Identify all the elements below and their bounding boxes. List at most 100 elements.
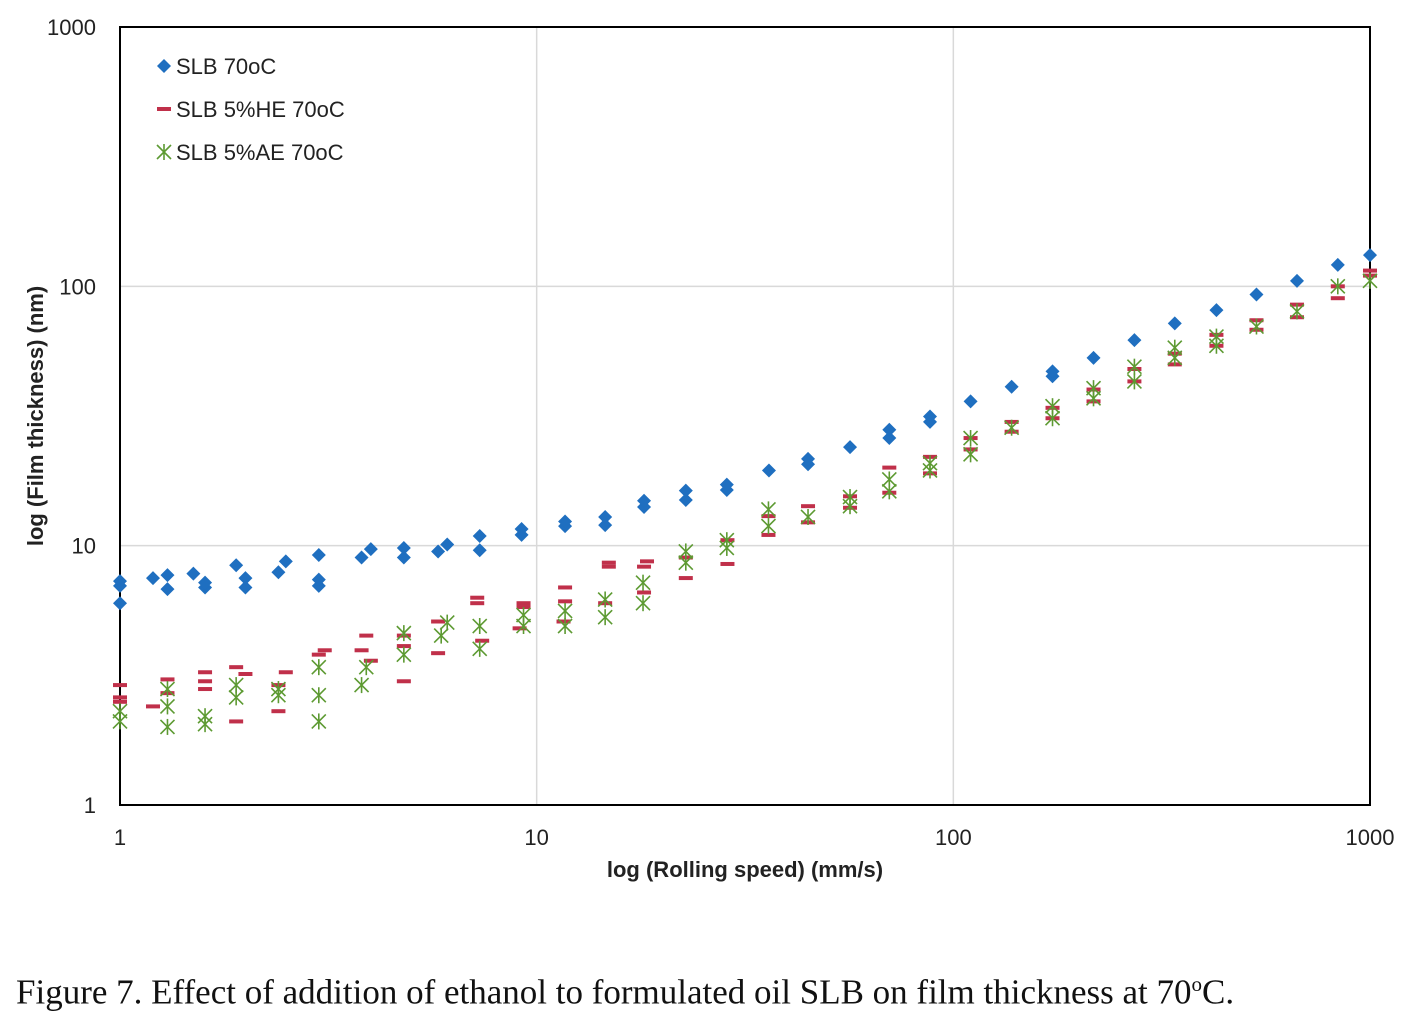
legend-marker	[156, 144, 172, 160]
data-point	[228, 677, 244, 694]
series-2-markers	[113, 268, 1377, 724]
tick-labels: 1 10 100 1000 1 10 100 1000	[47, 15, 1394, 850]
data-point	[1209, 303, 1224, 318]
grid-lines	[120, 27, 1370, 805]
data-point	[637, 493, 652, 508]
legend: SLB 70oC SLB 5%HE 70oC SLB 5%AE 70oC	[156, 54, 345, 165]
data-point	[1127, 333, 1142, 348]
data-point	[1044, 398, 1061, 415]
data-point	[963, 430, 979, 447]
data-point	[843, 440, 858, 455]
data-point	[311, 652, 326, 657]
data-point	[145, 571, 160, 586]
data-point	[597, 609, 613, 626]
data-point	[159, 698, 176, 715]
data-point	[1208, 328, 1225, 345]
data-point	[160, 582, 175, 597]
data-point	[1167, 316, 1182, 331]
data-point	[431, 619, 446, 624]
data-point	[354, 550, 369, 565]
data-point	[363, 658, 378, 663]
data-point	[601, 560, 616, 565]
data-point	[271, 709, 286, 714]
data-point	[159, 681, 176, 698]
data-point	[470, 601, 485, 606]
data-point	[882, 465, 897, 470]
data-point	[238, 580, 253, 595]
data-point	[186, 566, 201, 581]
y-tick-label: 1000	[47, 15, 96, 40]
y-tick-label: 1	[84, 793, 96, 818]
data-point	[635, 595, 651, 612]
data-point	[396, 646, 412, 663]
legend-marker	[157, 59, 171, 73]
data-point	[597, 591, 613, 608]
data-point	[678, 483, 693, 498]
data-point	[558, 599, 573, 604]
y-tick-label: 10	[72, 534, 96, 559]
data-point	[558, 514, 573, 529]
data-point	[557, 602, 573, 619]
data-point	[1363, 268, 1377, 273]
data-point	[396, 550, 411, 565]
legend-item: SLB 5%AE 70oC	[156, 140, 344, 165]
data-point	[472, 543, 487, 558]
data-point	[271, 565, 286, 580]
data-point	[515, 607, 532, 624]
legend-marker	[157, 107, 171, 111]
data-point	[440, 537, 455, 552]
data-point	[1330, 296, 1345, 301]
data-point	[1004, 379, 1019, 394]
data-point	[1363, 248, 1377, 263]
series-1-markers	[113, 248, 1377, 611]
caption-text-end: C.	[1202, 972, 1235, 1012]
data-point	[112, 703, 128, 720]
data-point	[113, 596, 127, 611]
chart: 1 10 100 1000 1 10 100 1000 log (Rolling speed)…	[23, 15, 1394, 882]
data-point	[160, 568, 175, 583]
legend-item: SLB 5%HE 70oC	[157, 97, 345, 122]
caption-superscript: o	[1191, 972, 1203, 996]
data-point	[1289, 303, 1305, 320]
data-point	[760, 518, 777, 535]
data-point	[238, 571, 253, 586]
data-point	[678, 493, 693, 508]
data-point	[470, 595, 485, 600]
data-point	[640, 559, 655, 564]
x-tick-label: 100	[935, 825, 972, 850]
data-markers	[112, 248, 1378, 735]
data-point	[514, 521, 529, 536]
data-point	[635, 574, 651, 591]
data-point	[317, 648, 332, 653]
data-point	[396, 625, 412, 642]
data-point	[311, 687, 327, 704]
data-point	[761, 463, 776, 478]
data-point	[558, 585, 573, 590]
data-point	[396, 644, 411, 649]
y-axis-title: log (Film thickness) (nm)	[23, 286, 48, 546]
legend-label: SLB 70oC	[176, 54, 276, 79]
data-point	[363, 542, 378, 557]
data-point	[229, 719, 244, 724]
data-point	[145, 704, 160, 709]
data-point	[601, 564, 616, 569]
data-point	[198, 575, 213, 590]
data-point	[160, 677, 175, 682]
data-point	[1126, 373, 1142, 390]
data-point	[433, 627, 449, 644]
data-point	[270, 681, 286, 698]
data-point	[881, 471, 897, 488]
data-point	[842, 489, 858, 506]
data-point	[1167, 339, 1183, 356]
data-point	[598, 509, 613, 524]
data-point	[598, 518, 613, 533]
data-point	[113, 695, 127, 700]
data-point	[229, 558, 244, 573]
data-point	[197, 708, 213, 725]
data-point	[678, 576, 693, 581]
data-point	[1045, 364, 1060, 379]
data-point	[719, 477, 734, 492]
y-tick-label: 100	[59, 274, 96, 299]
data-point	[475, 638, 490, 643]
data-point	[882, 431, 897, 446]
